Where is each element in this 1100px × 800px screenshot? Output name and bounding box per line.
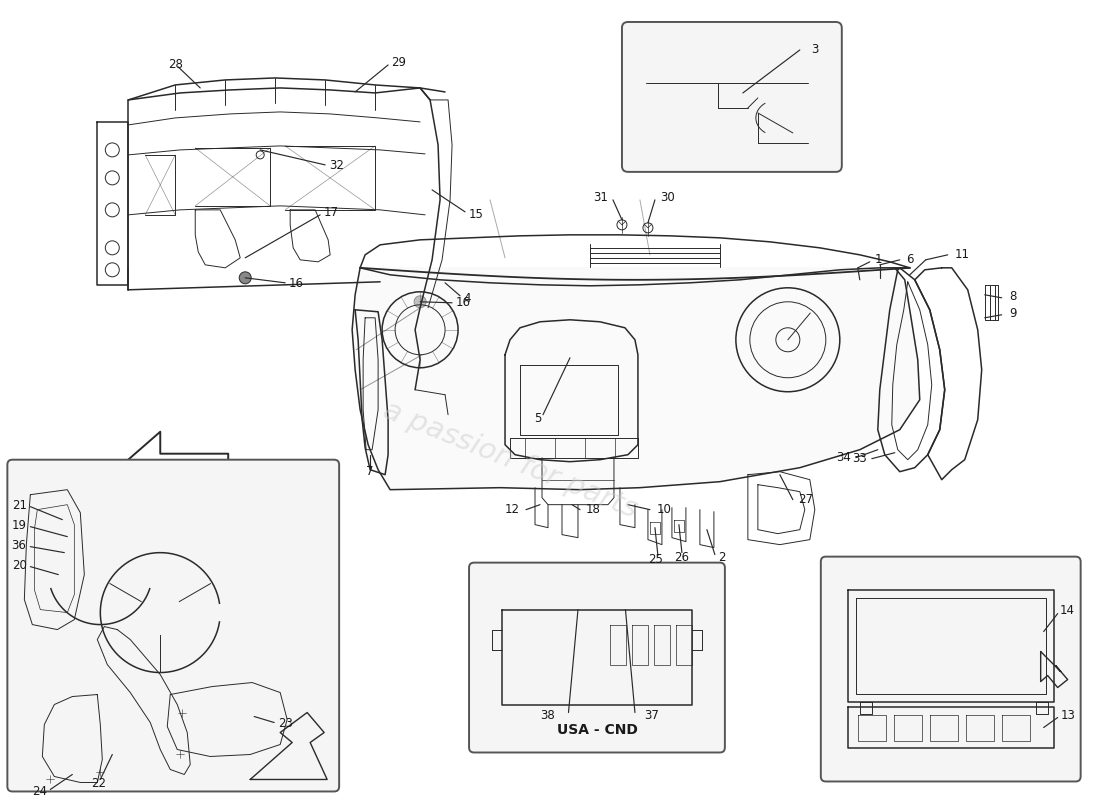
Text: 16: 16 bbox=[456, 297, 471, 310]
Polygon shape bbox=[858, 714, 886, 741]
Circle shape bbox=[739, 89, 747, 97]
FancyBboxPatch shape bbox=[8, 460, 339, 791]
Text: 25: 25 bbox=[649, 553, 663, 566]
Text: 15: 15 bbox=[469, 207, 483, 221]
Text: 22: 22 bbox=[91, 777, 106, 790]
Text: 1: 1 bbox=[874, 254, 882, 266]
Polygon shape bbox=[966, 714, 993, 741]
Polygon shape bbox=[42, 694, 102, 782]
Text: 9: 9 bbox=[1010, 307, 1018, 320]
Text: 34: 34 bbox=[836, 451, 850, 464]
Polygon shape bbox=[250, 713, 327, 779]
Text: 5: 5 bbox=[534, 412, 541, 425]
Text: 13: 13 bbox=[1060, 709, 1076, 722]
Polygon shape bbox=[167, 682, 287, 757]
Text: 3: 3 bbox=[811, 43, 818, 57]
Polygon shape bbox=[848, 706, 1054, 749]
Polygon shape bbox=[97, 626, 190, 774]
Text: 2: 2 bbox=[718, 551, 725, 564]
Text: 4: 4 bbox=[463, 292, 471, 305]
Text: 38: 38 bbox=[540, 709, 556, 722]
Text: 10: 10 bbox=[657, 503, 672, 516]
FancyBboxPatch shape bbox=[621, 22, 842, 172]
Text: 20: 20 bbox=[12, 559, 26, 572]
Polygon shape bbox=[352, 268, 920, 490]
Text: 7: 7 bbox=[366, 465, 374, 478]
FancyBboxPatch shape bbox=[821, 557, 1080, 782]
Text: USA - CND: USA - CND bbox=[557, 722, 637, 737]
Text: 29: 29 bbox=[392, 56, 406, 69]
Text: 11: 11 bbox=[955, 248, 970, 262]
Text: 23: 23 bbox=[278, 717, 293, 730]
Polygon shape bbox=[848, 590, 1054, 702]
Text: 19: 19 bbox=[11, 519, 26, 532]
Text: 21: 21 bbox=[12, 498, 26, 512]
Text: 37: 37 bbox=[645, 709, 659, 722]
Text: 33: 33 bbox=[852, 452, 867, 465]
Text: 36: 36 bbox=[11, 539, 26, 553]
Text: 6: 6 bbox=[905, 254, 913, 266]
Polygon shape bbox=[930, 714, 958, 741]
Text: a passion for parts: a passion for parts bbox=[378, 396, 641, 523]
Circle shape bbox=[414, 296, 426, 308]
Polygon shape bbox=[1041, 651, 1068, 687]
Text: 31: 31 bbox=[593, 191, 608, 204]
Text: 32: 32 bbox=[329, 159, 344, 172]
Circle shape bbox=[239, 272, 251, 284]
Polygon shape bbox=[106, 432, 228, 530]
Text: 12: 12 bbox=[505, 503, 520, 516]
Text: 26: 26 bbox=[674, 551, 690, 564]
Text: 14: 14 bbox=[1060, 604, 1075, 617]
Text: 16: 16 bbox=[289, 277, 304, 290]
Polygon shape bbox=[1002, 714, 1030, 741]
Text: 18: 18 bbox=[586, 503, 601, 516]
Text: 8: 8 bbox=[1010, 290, 1018, 303]
Text: 27: 27 bbox=[798, 493, 813, 506]
Polygon shape bbox=[894, 714, 922, 741]
Text: 17: 17 bbox=[323, 206, 339, 219]
Polygon shape bbox=[502, 610, 692, 705]
FancyBboxPatch shape bbox=[469, 562, 725, 753]
Text: 24: 24 bbox=[32, 786, 47, 798]
Polygon shape bbox=[856, 598, 1046, 694]
Text: 30: 30 bbox=[660, 191, 674, 204]
Text: 28: 28 bbox=[168, 58, 183, 70]
